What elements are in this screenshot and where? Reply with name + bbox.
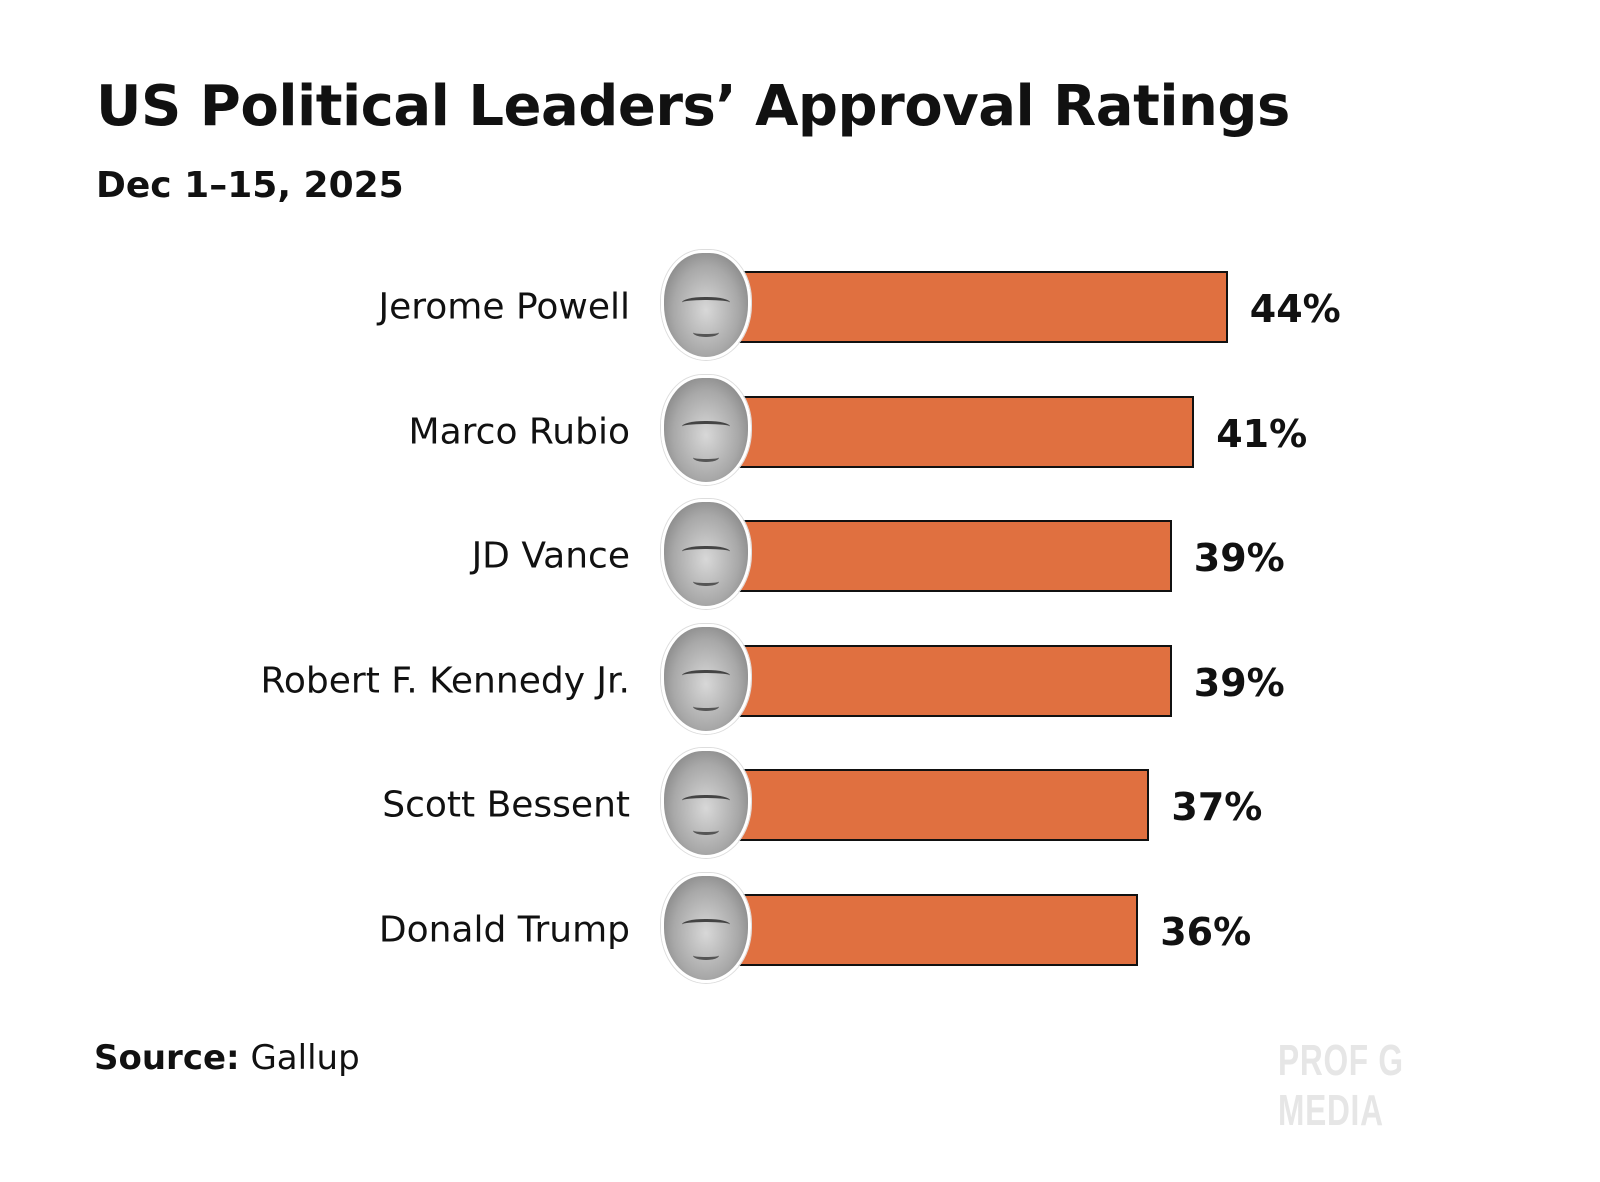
- category-label: Jerome Powell: [378, 286, 630, 328]
- source-value: Gallup: [250, 1038, 360, 1078]
- value-label: 39%: [1193, 660, 1285, 705]
- bar: [737, 893, 1139, 966]
- value-label: 44%: [1249, 287, 1341, 331]
- category-label: Robert F. Kennedy Jr.: [260, 660, 631, 701]
- avatar-headshot: [661, 748, 751, 858]
- category-label: Scott Bessent: [382, 784, 630, 826]
- category-label: Marco Rubio: [408, 411, 630, 452]
- source-label: Source:: [94, 1038, 240, 1078]
- bar: [737, 644, 1172, 717]
- value-label: 37%: [1171, 785, 1263, 829]
- chart-subtitle: Dec 1–15, 2025: [96, 165, 404, 206]
- avatar-headshot: [661, 623, 751, 734]
- avatar-headshot: [661, 499, 751, 609]
- watermark-logo: PROF G MEDIA: [1278, 1036, 1404, 1135]
- value-label: 39%: [1193, 536, 1285, 580]
- bar: [737, 395, 1195, 468]
- category-label: Donald Trump: [378, 909, 630, 950]
- avatar-headshot: [661, 374, 751, 485]
- chart-title: US Political Leaders’ Approval Ratings: [96, 74, 1290, 139]
- value-label: 41%: [1216, 411, 1308, 456]
- category-label: JD Vance: [471, 535, 630, 577]
- source-note: Source: Gallup: [94, 1038, 360, 1078]
- bar: [737, 520, 1172, 592]
- bar: [737, 271, 1228, 343]
- avatar-headshot: [661, 872, 751, 983]
- avatar-headshot: [661, 250, 751, 360]
- value-label: 36%: [1160, 909, 1252, 954]
- bar: [737, 769, 1150, 841]
